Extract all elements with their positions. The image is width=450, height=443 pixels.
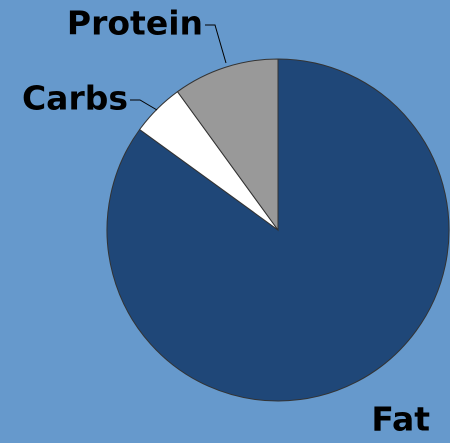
slice-label: Fat	[371, 400, 430, 439]
slice-label: Carbs	[22, 79, 128, 118]
pie-slice	[176, 58, 279, 232]
pie-slice	[106, 58, 450, 402]
leader-line	[205, 24, 227, 64]
leader-line	[130, 99, 158, 111]
slice-label: Protein	[67, 4, 203, 43]
